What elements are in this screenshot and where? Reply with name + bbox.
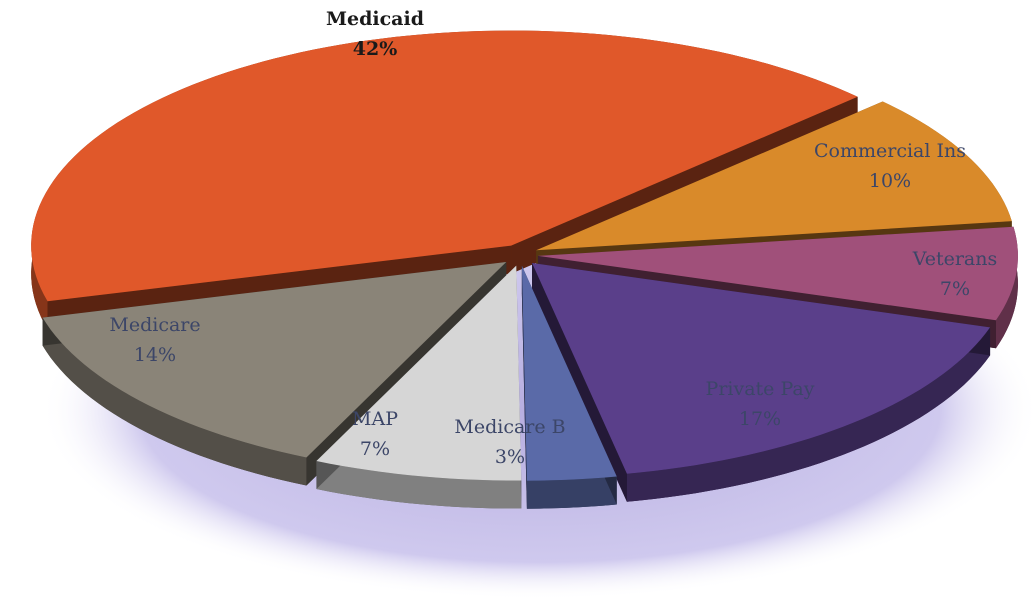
slice [521, 265, 617, 509]
slice [532, 263, 991, 502]
slice-value-label: 17% [739, 408, 781, 430]
slice-top [536, 101, 1012, 251]
slice-side [626, 327, 991, 502]
slice-side [316, 461, 522, 509]
slice-value-label: 10% [869, 170, 911, 192]
slice-value-label: 3% [495, 446, 525, 468]
slice-label: Medicare B [454, 416, 565, 438]
slice-wall [521, 265, 527, 509]
slice-top [31, 30, 858, 302]
slice-value-label: 14% [134, 344, 176, 366]
slice-side [526, 476, 617, 509]
slice-label: Medicare [109, 314, 200, 336]
slice-top [537, 226, 1018, 321]
slice-value-label: 42% [353, 38, 398, 60]
slice-side [995, 226, 1018, 349]
slice-top [532, 263, 991, 474]
slice-side [42, 317, 307, 486]
slice-value-label: 7% [360, 438, 390, 460]
slice [31, 30, 858, 330]
slice-value-label: 7% [940, 278, 970, 300]
slice-top [521, 265, 617, 481]
slice-wall [532, 263, 627, 502]
labels: Medicaid 42% Commercial Ins 10% Veterans 7% Pr… [109, 8, 997, 468]
slice-top [42, 261, 507, 458]
slice-label: Private Pay [706, 378, 815, 400]
slice [316, 265, 522, 509]
slice-label: Veterans [912, 248, 998, 270]
slices [31, 30, 1018, 509]
slice-top [316, 265, 522, 481]
slice-label: Medicaid [326, 8, 424, 30]
slice-label: Commercial Ins [814, 140, 966, 162]
slice-label: MAP [352, 408, 398, 430]
